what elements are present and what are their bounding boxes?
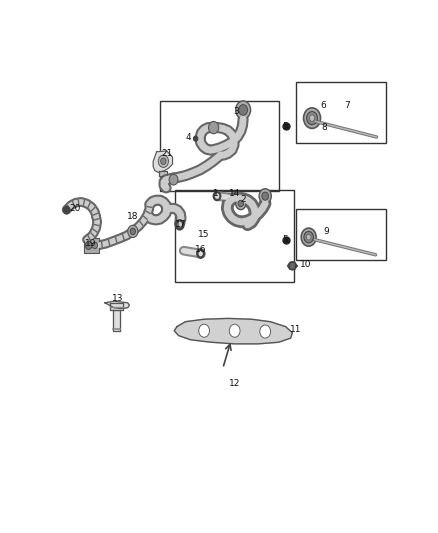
Text: 12: 12	[229, 379, 240, 388]
Circle shape	[238, 200, 244, 207]
Polygon shape	[174, 318, 293, 344]
Text: 9: 9	[323, 227, 329, 236]
Text: 13: 13	[112, 294, 124, 303]
Text: 21: 21	[161, 149, 173, 158]
Circle shape	[199, 324, 209, 337]
Bar	[84, 238, 99, 253]
Text: 18: 18	[127, 212, 138, 221]
Circle shape	[236, 101, 251, 119]
Circle shape	[92, 242, 98, 248]
Text: 6: 6	[320, 101, 326, 110]
Circle shape	[158, 155, 169, 167]
Text: 10: 10	[300, 260, 312, 269]
Circle shape	[301, 228, 316, 246]
Circle shape	[239, 104, 247, 115]
Circle shape	[304, 108, 321, 128]
Text: 16: 16	[195, 245, 206, 254]
Circle shape	[309, 115, 315, 122]
Circle shape	[307, 111, 318, 125]
Circle shape	[64, 206, 70, 214]
Text: 11: 11	[290, 326, 301, 334]
Bar	[175, 190, 294, 282]
Text: 4: 4	[186, 133, 192, 142]
Polygon shape	[159, 171, 167, 175]
Circle shape	[128, 225, 138, 238]
Circle shape	[208, 122, 219, 134]
Text: 8: 8	[322, 123, 328, 132]
Circle shape	[169, 174, 178, 185]
Bar	[296, 82, 386, 143]
Text: 15: 15	[198, 230, 210, 239]
Circle shape	[194, 136, 198, 141]
Polygon shape	[105, 301, 130, 309]
Text: 5: 5	[283, 122, 289, 131]
Circle shape	[259, 189, 271, 204]
Circle shape	[229, 324, 240, 337]
Text: 17: 17	[175, 220, 186, 229]
Polygon shape	[153, 151, 173, 172]
Text: 7: 7	[344, 101, 350, 110]
Circle shape	[304, 231, 314, 243]
Bar	[160, 101, 279, 191]
Circle shape	[262, 192, 268, 200]
Circle shape	[161, 158, 166, 165]
Circle shape	[85, 241, 92, 249]
Text: 19: 19	[85, 239, 96, 248]
Circle shape	[289, 262, 296, 270]
Text: 5: 5	[283, 235, 289, 244]
Text: 1: 1	[213, 189, 219, 198]
Circle shape	[130, 228, 135, 235]
Circle shape	[260, 325, 271, 338]
Text: 2: 2	[240, 195, 246, 204]
Polygon shape	[113, 310, 120, 330]
Polygon shape	[288, 262, 297, 270]
Text: 3: 3	[233, 107, 239, 116]
Text: 20: 20	[70, 204, 81, 213]
Polygon shape	[110, 303, 124, 310]
Circle shape	[236, 197, 246, 209]
Circle shape	[306, 235, 311, 240]
Text: 14: 14	[229, 189, 240, 198]
Bar	[296, 209, 386, 260]
